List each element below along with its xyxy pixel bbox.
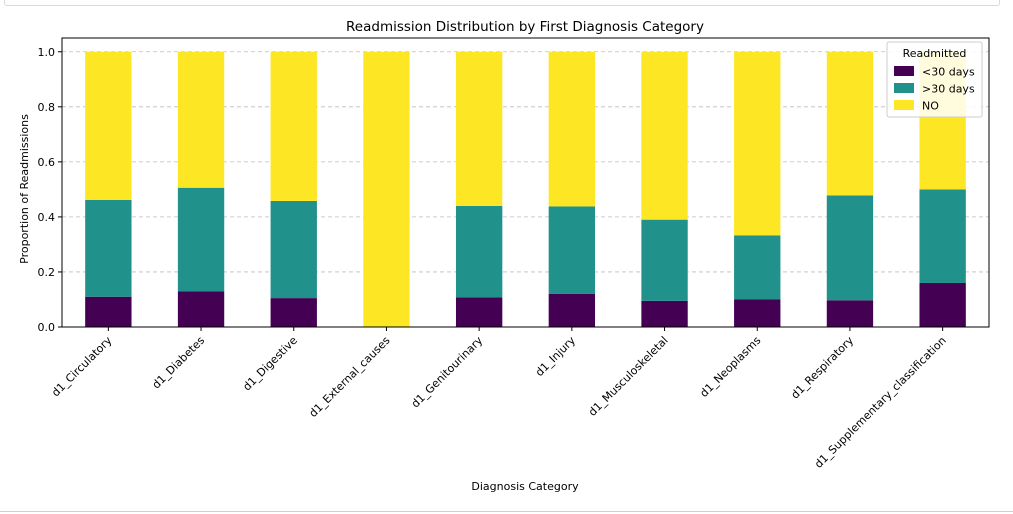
bar-segment [734,299,781,327]
y-axis-ticks: 0.0 0.2 0.4 0.6 0.8 1.0 [38,46,62,334]
legend-swatch [894,66,914,76]
bar-segment [455,205,503,298]
legend-box [886,41,983,118]
legend-swatch [894,83,914,93]
axes-frame [61,37,990,328]
bar-segment [641,51,688,220]
legend-items: <30 days >30 days NO [894,66,975,113]
bar-segment [641,300,688,327]
y-tick-label: 0.0 [38,321,56,334]
bar-segment [455,51,503,206]
notebook-output-frame [4,0,1000,6]
legend-swatch [894,100,914,110]
bar-segment [455,297,503,327]
x-tick-label: d1_Genitourinary [409,334,486,411]
x-tick-label: d1_Musculoskeletal [586,334,671,419]
bar-segment [270,51,317,201]
x-axis-ticks: d1_Circulatory d1_Diabetes d1_Digestive d1_… [49,327,949,471]
bar-segment [734,51,781,236]
y-tick-label: 0.8 [38,101,56,114]
y-tick-label: 0.2 [38,266,56,279]
chart-title: Readmission Distribution by First Diagno… [346,19,704,35]
bar-segment [85,199,132,297]
bar-segment [85,296,132,327]
legend-label: >30 days [922,83,975,96]
x-tick-label: d1_Digestive [240,334,300,394]
output-divider [0,511,1013,512]
legend-label: NO [922,100,939,113]
bar-segment [548,51,596,207]
bar-segment [641,219,688,301]
x-tick-label: d1_External_causes [307,334,393,420]
bar-segment [363,51,410,328]
legend-title: Readmitted [903,47,967,60]
bar-segment [177,187,225,292]
bar-segment [177,291,225,327]
y-tick-label: 0.4 [38,211,56,224]
bar-segment [548,206,596,294]
bar-segment [85,51,132,200]
y-tick-label: 0.6 [38,156,56,169]
x-tick-label: d1_Circulatory [49,334,115,400]
bar-segment [548,293,596,327]
y-tick-label: 1.0 [38,46,56,59]
bar-segment [270,200,317,299]
legend: Readmitted <30 days >30 days NO [886,41,983,118]
bar-segment [270,298,317,327]
bar-segment [826,51,874,196]
bar-segment [826,300,874,327]
bars [85,51,966,328]
bar-segment [826,195,874,301]
y-axis-label: Proportion of Readmissions [18,114,31,264]
x-tick-label: d1_Injury [533,334,578,379]
bar-segment [919,189,966,283]
bar-segment [177,51,225,188]
legend-label: <30 days [922,66,975,79]
bar-segment [919,282,966,327]
x-tick-label: d1_Neoplasms [697,334,763,400]
bar-segment [734,235,781,300]
x-tick-label: d1_Respiratory [789,334,857,402]
x-axis-label: Diagnosis Category [471,480,579,493]
x-tick-label: d1_Diabetes [150,334,208,392]
